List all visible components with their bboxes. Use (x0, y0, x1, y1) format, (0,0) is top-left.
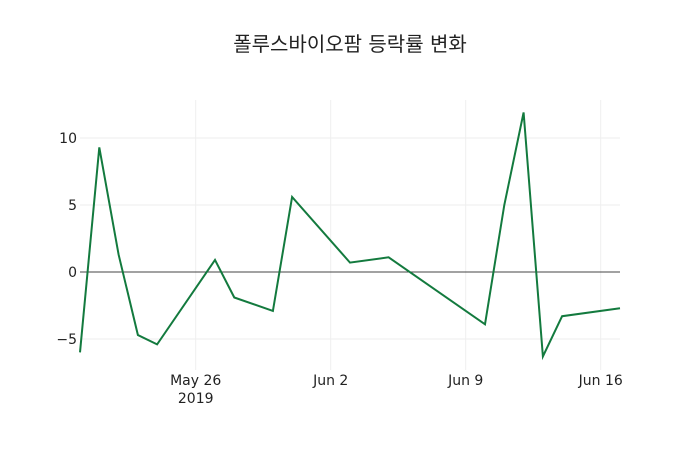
x-tick-label: Jun 9 (447, 373, 483, 389)
series-line[interactable] (79, 112, 621, 361)
y-axis: 10 5 0 −5 (56, 131, 77, 348)
x-tick-label: Jun 16 (578, 373, 623, 389)
x-tick-label: Jun 2 (312, 373, 348, 389)
x-axis: May 26 2019 Jun 2 Jun 9 Jun 16 (170, 373, 623, 407)
x-tick-label: May 26 (170, 373, 221, 389)
y-tick-label: −5 (56, 332, 77, 348)
y-tick-label: 10 (59, 131, 77, 147)
y-tick-label: 0 (68, 265, 77, 281)
grid-lines (80, 100, 620, 370)
x-tick-year: 2019 (178, 391, 214, 407)
y-tick-label: 5 (68, 198, 77, 214)
chart-title: 폴루스바이오팜 등락률 변화 (233, 32, 467, 56)
